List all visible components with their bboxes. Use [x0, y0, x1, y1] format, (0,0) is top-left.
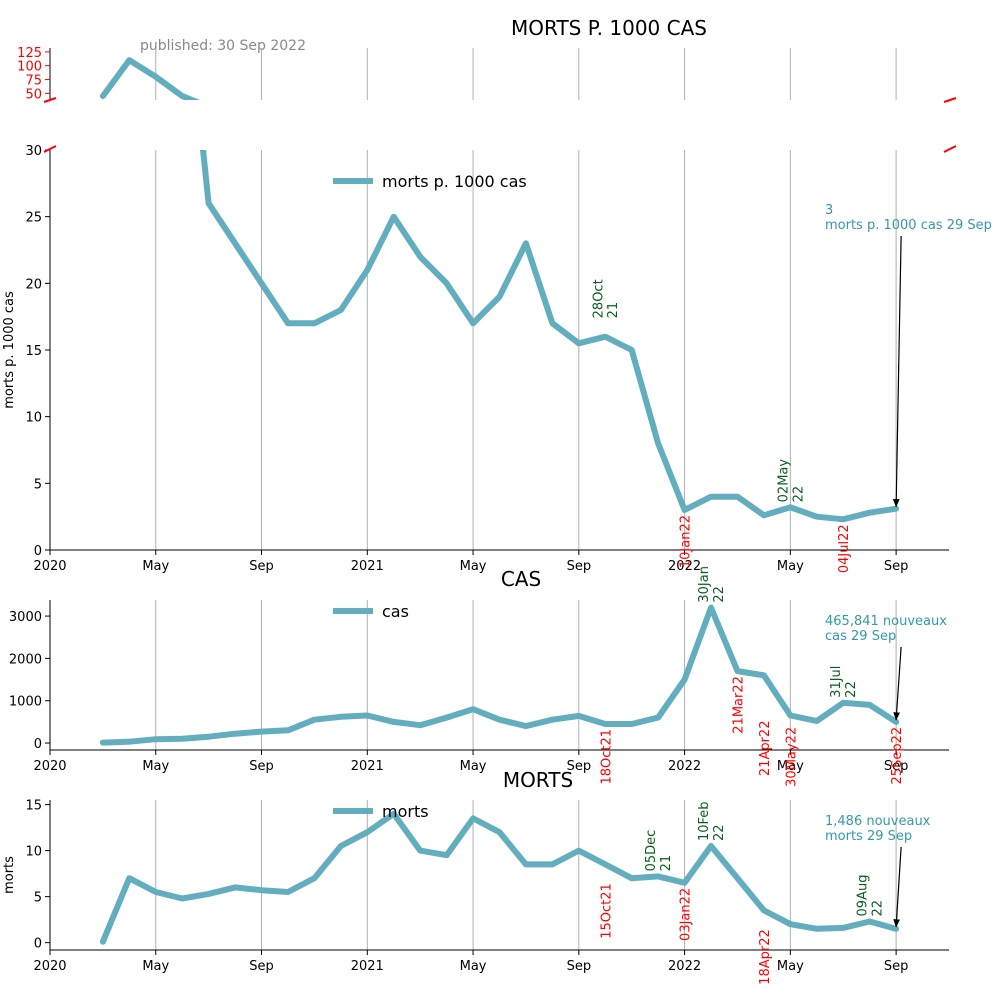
annotation: 30Jan22 — [697, 566, 727, 603]
annotation: 10Feb22 — [697, 801, 727, 841]
annotation: 28Oct21 — [591, 279, 621, 318]
x-tick-label: Sep — [567, 759, 592, 774]
annotation: 25Sep22 — [890, 727, 905, 785]
x-tick-label: 2022 — [668, 559, 701, 574]
arrow-annotation: 465,841 nouveaux cas 29 Sep — [825, 614, 947, 644]
chart-title: CAS — [501, 567, 541, 591]
line — [99, 810, 900, 945]
annotation: 03Jan22 — [679, 888, 694, 941]
x-tick-label: Sep — [249, 559, 274, 574]
x-tick-label: Sep — [884, 959, 909, 974]
y-tick-label: 100 — [17, 60, 42, 75]
y-tick-label: 5 — [34, 477, 42, 492]
y-tick-label: 10 — [25, 845, 42, 860]
arrow-annotation: 1,486 nouveaux morts 29 Sep — [825, 814, 931, 844]
y-tick-label: 125 — [17, 46, 42, 61]
y-tick-label: 20 — [25, 277, 42, 292]
x-tick-label: 2020 — [33, 759, 66, 774]
y-tick-label: 25 — [25, 211, 42, 226]
annotation: 04Jul22 — [837, 524, 852, 573]
x-tick-label: Sep — [249, 759, 274, 774]
annotation: 21Mar22 — [731, 676, 746, 734]
annotation: 09Aug22 — [856, 875, 886, 917]
x-tick-label: 2022 — [668, 959, 701, 974]
legend-label: morts p. 1000 cas — [382, 172, 527, 191]
annotation: 31Jul22 — [829, 666, 859, 698]
annotation: 05Dec21 — [644, 830, 674, 872]
y-tick-label: 0 — [34, 937, 42, 952]
subtitle: published: 30 Sep 2022 — [140, 38, 306, 54]
x-tick-label: May — [777, 559, 804, 574]
y-axis-label: morts p. 1000 cas — [2, 291, 17, 409]
y-tick-label: 0 — [34, 544, 42, 559]
line — [99, 604, 900, 746]
x-tick-label: Sep — [249, 959, 274, 974]
annotation: 10Jan22 — [679, 515, 694, 568]
x-tick-label: May — [460, 759, 487, 774]
chart-title: MORTS P. 1000 CAS — [511, 16, 707, 40]
axis-break — [43, 97, 57, 103]
x-tick-label: May — [142, 759, 169, 774]
x-tick-label: 2021 — [351, 959, 384, 974]
annotation: 21Apr22 — [758, 721, 773, 777]
x-tick-label: 2021 — [351, 759, 384, 774]
x-tick-label: May — [142, 959, 169, 974]
y-tick-label: 10 — [25, 411, 42, 426]
x-tick-label: May — [777, 959, 804, 974]
legend-label: morts — [382, 802, 429, 821]
axis-break — [43, 145, 57, 153]
axis-break — [943, 97, 957, 103]
x-tick-label: Sep — [884, 759, 909, 774]
x-tick-label: May — [777, 759, 804, 774]
y-tick-label: 5 — [34, 891, 42, 906]
y-axis-label: morts — [2, 856, 17, 894]
line — [200, 150, 900, 523]
x-tick-label: 2021 — [351, 559, 384, 574]
x-tick-label: May — [142, 559, 169, 574]
y-tick-label: 15 — [25, 799, 42, 814]
x-tick-label: Sep — [567, 559, 592, 574]
annotation: 18Oct21 — [599, 729, 614, 785]
y-tick-label: 2000 — [9, 652, 42, 667]
y-tick-label: 0 — [34, 737, 42, 752]
line-upper — [99, 57, 201, 100]
axis-break — [943, 145, 957, 153]
legend-label: cas — [382, 602, 409, 621]
x-tick-label: Sep — [884, 559, 909, 574]
x-tick-label: 2022 — [668, 759, 701, 774]
annotation: 15Oct21 — [599, 883, 614, 939]
x-tick-label: 2020 — [33, 559, 66, 574]
y-tick-label: 3000 — [9, 610, 42, 625]
y-tick-label: 15 — [25, 344, 42, 359]
y-tick-label: 50 — [25, 87, 42, 102]
x-tick-label: May — [460, 559, 487, 574]
annotation-arrow — [893, 646, 902, 721]
x-tick-label: May — [460, 959, 487, 974]
arrow-annotation: 3 morts p. 1000 cas 29 Sep — [825, 203, 992, 233]
y-tick-label: 1000 — [9, 695, 42, 710]
x-tick-label: 2020 — [33, 959, 66, 974]
annotation: 18Apr22 — [758, 929, 773, 985]
annotation-arrow — [892, 235, 902, 508]
annotation-arrow — [893, 846, 902, 928]
chart-title: MORTS — [503, 768, 573, 792]
y-tick-label: 30 — [25, 144, 42, 159]
x-tick-label: Sep — [567, 959, 592, 974]
y-tick-label: 75 — [25, 74, 42, 89]
annotation: 30May22 — [784, 727, 799, 787]
annotation: 02May22 — [776, 459, 806, 503]
